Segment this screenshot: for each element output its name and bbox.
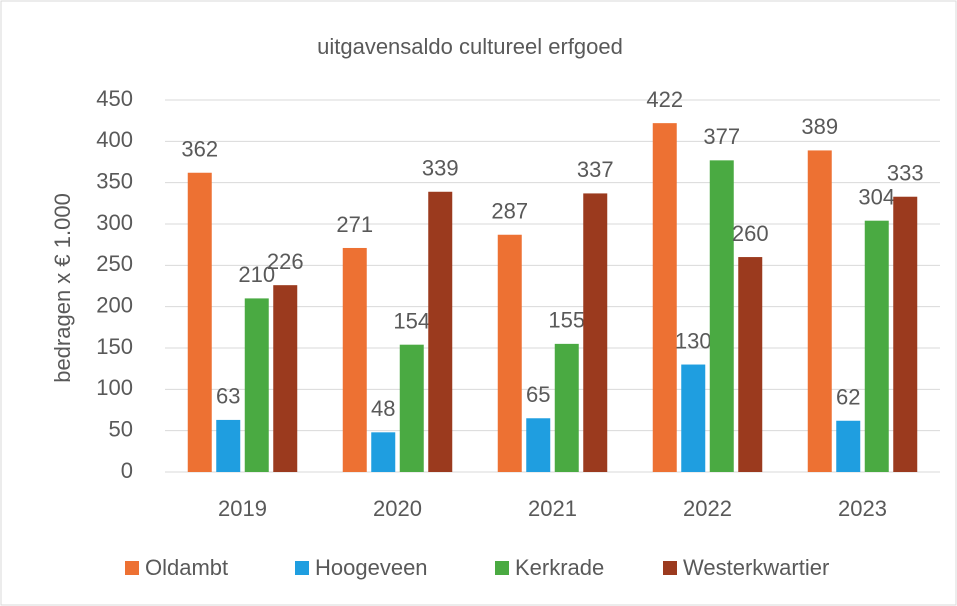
data-label: 210 — [238, 262, 275, 287]
data-label: 377 — [703, 124, 740, 149]
legend-label: Hoogeveen — [315, 555, 428, 580]
data-label: 287 — [491, 199, 528, 224]
data-label: 271 — [336, 212, 373, 237]
data-label: 62 — [836, 385, 860, 410]
legend-swatch — [125, 561, 139, 575]
y-tick-label: 450 — [96, 86, 133, 111]
bar — [399, 344, 424, 472]
bar — [709, 160, 734, 472]
x-tick-label: 2022 — [683, 496, 732, 521]
y-tick-label: 100 — [96, 375, 133, 400]
x-tick-label: 2021 — [528, 496, 577, 521]
data-label: 389 — [801, 114, 838, 139]
x-tick-label: 2023 — [838, 496, 887, 521]
bar — [371, 432, 396, 472]
bar — [187, 172, 212, 472]
legend-swatch — [295, 561, 309, 575]
bar — [526, 418, 551, 472]
legend-swatch — [663, 561, 677, 575]
data-label: 226 — [267, 249, 304, 274]
bar — [554, 343, 579, 472]
bar — [342, 247, 367, 472]
data-label: 362 — [181, 137, 218, 162]
data-label: 63 — [216, 384, 240, 409]
legend-label: Westerkwartier — [683, 555, 829, 580]
y-tick-label: 150 — [96, 334, 133, 359]
legend-label: Oldambt — [145, 555, 228, 580]
y-tick-label: 250 — [96, 251, 133, 276]
data-label: 304 — [858, 185, 895, 210]
y-tick-label: 400 — [96, 127, 133, 152]
data-label: 154 — [393, 309, 430, 334]
y-axis-label: bedragen x € 1.000 — [50, 193, 75, 383]
bar — [807, 150, 832, 472]
y-tick-label: 0 — [121, 458, 133, 483]
bar — [738, 257, 763, 472]
y-tick-label: 300 — [96, 210, 133, 235]
data-label: 337 — [577, 157, 614, 182]
data-label: 155 — [548, 308, 585, 333]
bar — [836, 420, 861, 472]
bar — [893, 196, 918, 472]
bar — [428, 191, 453, 472]
bar — [652, 123, 677, 472]
data-label: 333 — [887, 161, 924, 186]
data-label: 48 — [371, 396, 395, 421]
x-tick-label: 2020 — [373, 496, 422, 521]
data-label: 260 — [732, 221, 769, 246]
data-label: 130 — [675, 328, 712, 353]
bar — [273, 285, 298, 472]
bar — [681, 364, 706, 472]
legend-swatch — [495, 561, 509, 575]
bar — [864, 220, 889, 472]
bar — [244, 298, 269, 472]
data-label: 65 — [526, 382, 550, 407]
data-label: 422 — [646, 87, 683, 112]
bar — [583, 193, 608, 472]
chart-title: uitgavensaldo cultureel erfgoed — [317, 34, 623, 59]
data-label: 339 — [422, 156, 459, 181]
x-tick-label: 2019 — [218, 496, 267, 521]
bar — [497, 234, 522, 472]
y-tick-label: 50 — [109, 416, 133, 441]
bar — [216, 419, 241, 472]
legend-label: Kerkrade — [515, 555, 604, 580]
y-tick-label: 200 — [96, 292, 133, 317]
y-tick-label: 350 — [96, 168, 133, 193]
